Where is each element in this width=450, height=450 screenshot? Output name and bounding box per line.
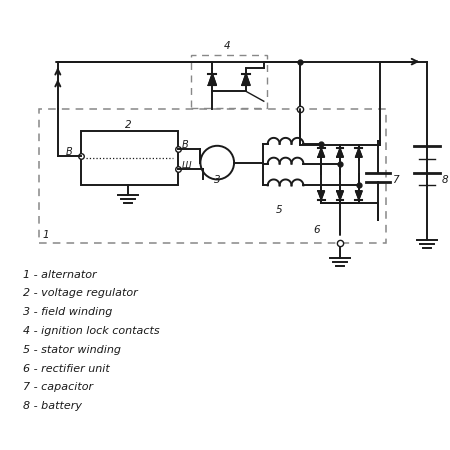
Text: 4: 4 <box>224 41 230 51</box>
Text: 5: 5 <box>275 205 282 215</box>
Text: 6 - rectifier unit: 6 - rectifier unit <box>23 364 110 374</box>
Polygon shape <box>337 148 343 157</box>
Text: 8: 8 <box>442 176 449 185</box>
Text: 5 - stator winding: 5 - stator winding <box>23 345 121 355</box>
Text: 3 - field winding: 3 - field winding <box>23 307 113 317</box>
Text: 7 - capacitor: 7 - capacitor <box>23 382 93 392</box>
Polygon shape <box>318 191 324 200</box>
Text: 2: 2 <box>125 120 131 130</box>
Text: 1: 1 <box>43 230 50 240</box>
Polygon shape <box>242 73 250 86</box>
Bar <box>192 55 267 108</box>
Polygon shape <box>337 191 343 200</box>
Text: 6: 6 <box>313 225 320 235</box>
Text: Ш: Ш <box>182 161 191 170</box>
Polygon shape <box>356 148 362 157</box>
Text: B: B <box>182 140 189 150</box>
Text: 8 - battery: 8 - battery <box>23 401 82 411</box>
Text: 3: 3 <box>214 176 220 185</box>
Polygon shape <box>318 148 324 157</box>
Polygon shape <box>356 191 362 200</box>
Text: 7: 7 <box>392 176 399 185</box>
Text: 2 - voltage regulator: 2 - voltage regulator <box>23 288 138 298</box>
Text: 1 - alternator: 1 - alternator <box>23 270 97 279</box>
Text: B: B <box>66 147 73 157</box>
Polygon shape <box>208 73 216 86</box>
Text: 4 - ignition lock contacts: 4 - ignition lock contacts <box>23 326 160 336</box>
Bar <box>81 131 178 185</box>
Bar <box>39 109 386 243</box>
